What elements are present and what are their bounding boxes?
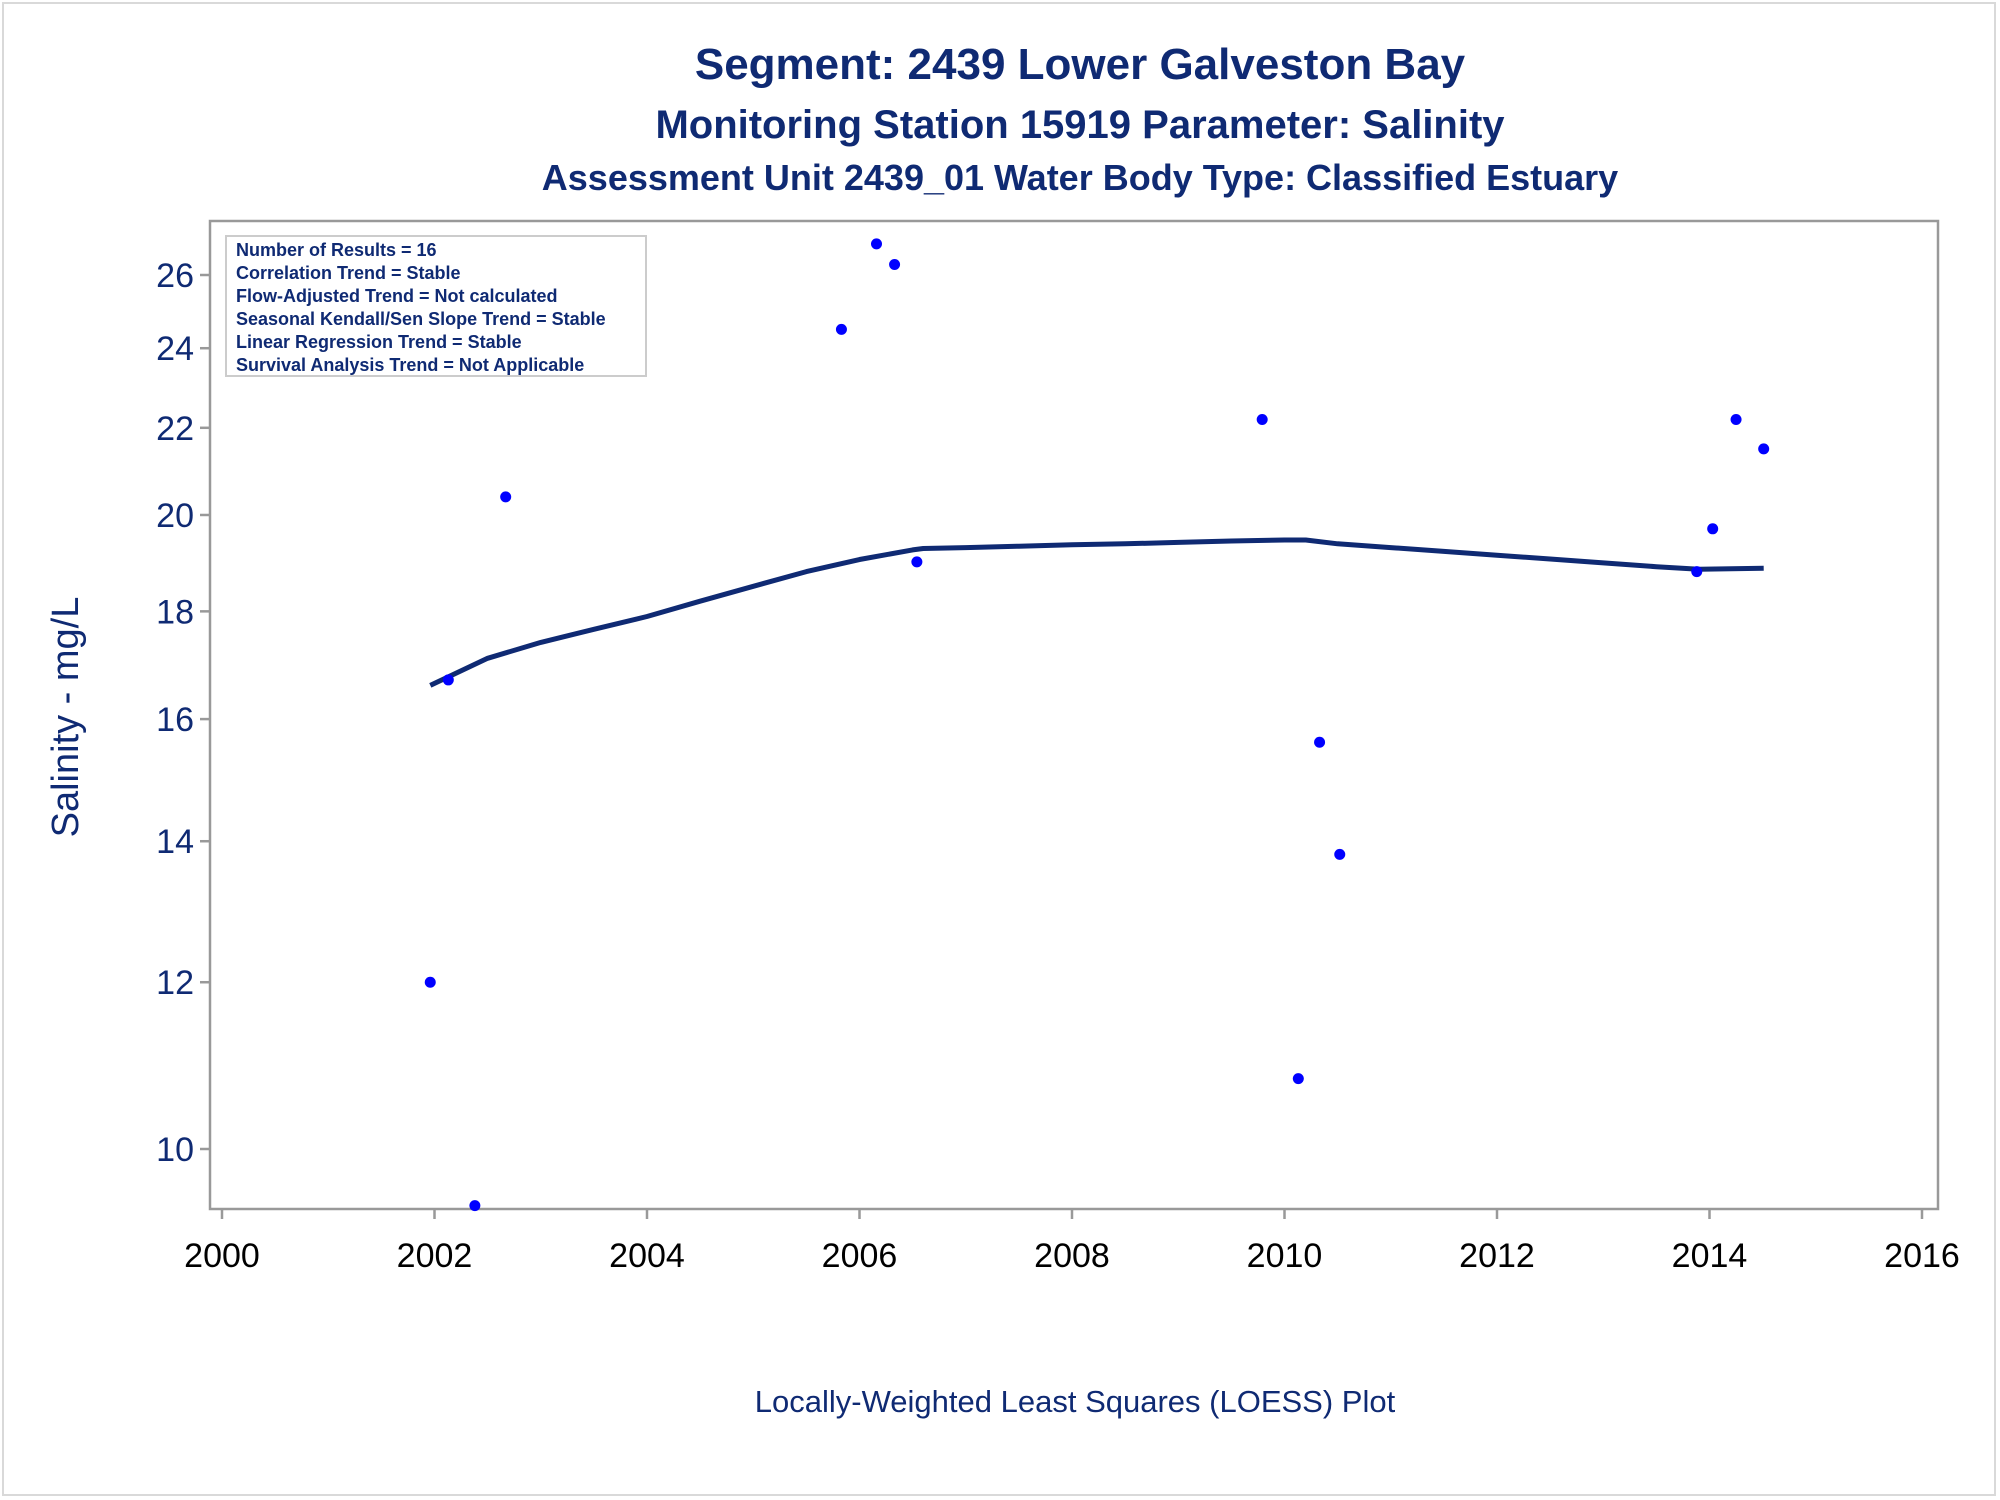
y-tick-label: 24 xyxy=(156,330,194,368)
data-point xyxy=(424,976,436,988)
plot-area-border xyxy=(208,219,1940,1211)
stats-line-correlation: Correlation Trend = Stable xyxy=(236,263,461,283)
x-tick-label: 2016 xyxy=(1884,1237,1960,1275)
y-tick-label: 22 xyxy=(156,410,194,448)
data-point xyxy=(835,323,847,335)
chart-subtitle: Monitoring Station 15919 Parameter: Sali… xyxy=(655,103,1505,147)
data-point xyxy=(442,674,454,686)
stats-line-seasonal-kendall: Seasonal Kendall/Sen Slope Trend = Stabl… xyxy=(236,309,606,329)
data-point xyxy=(1292,1073,1304,1085)
x-tick-label: 2002 xyxy=(397,1237,473,1275)
data-point xyxy=(1758,443,1770,455)
stats-line-results: Number of Results = 16 xyxy=(236,240,437,260)
stats-box: Number of Results = 16 Correlation Trend… xyxy=(225,235,647,377)
stats-box-border xyxy=(225,235,647,377)
y-tick-label: 20 xyxy=(156,497,194,535)
x-tick-label: 2004 xyxy=(609,1237,685,1275)
data-point xyxy=(1314,736,1326,748)
y-tick-label: 16 xyxy=(156,701,194,739)
stats-line-flow-adjusted: Flow-Adjusted Trend = Not calculated xyxy=(236,286,558,306)
x-tick-label: 2014 xyxy=(1672,1237,1748,1275)
data-point xyxy=(500,491,512,503)
data-point xyxy=(1256,414,1268,426)
x-tick-label: 2008 xyxy=(1034,1237,1110,1275)
stats-line-linear-regression: Linear Regression Trend = Stable xyxy=(236,332,522,352)
chart-footnote: Locally-Weighted Least Squares (LOESS) P… xyxy=(755,1384,1396,1419)
data-point xyxy=(871,238,882,250)
data-point xyxy=(1707,523,1719,535)
data-point xyxy=(1334,848,1346,860)
data-point xyxy=(889,259,901,271)
stats-line-survival: Survival Analysis Trend = Not Applicable xyxy=(236,355,584,375)
y-axis-label: Salinity - mg/L xyxy=(45,597,87,838)
y-tick-label: 14 xyxy=(156,823,194,861)
y-axis: 10 12 14 16 18 20 22 24 26 xyxy=(156,257,210,1169)
data-points xyxy=(424,238,1770,1212)
y-tick-label: 12 xyxy=(156,964,194,1002)
x-tick-label: 2000 xyxy=(184,1237,260,1275)
y-tick-label: 26 xyxy=(156,257,194,295)
data-point xyxy=(911,556,923,568)
y-tick-label: 18 xyxy=(156,593,194,631)
y-tick-label: 10 xyxy=(156,1131,194,1169)
x-tick-label: 2010 xyxy=(1247,1237,1323,1275)
chart-subtitle-2: Assessment Unit 2439_01 Water Body Type:… xyxy=(542,157,1618,198)
x-axis: 2000 2002 2004 2006 2008 2010 2012 2014 2016 xyxy=(184,1209,1960,1275)
data-point xyxy=(1691,566,1703,578)
data-point xyxy=(1730,414,1742,426)
x-tick-label: 2006 xyxy=(822,1237,898,1275)
loess-curve xyxy=(429,537,1764,688)
x-tick-label: 2012 xyxy=(1459,1237,1535,1275)
data-point xyxy=(469,1200,481,1212)
chart-title: Segment: 2439 Lower Galveston Bay xyxy=(695,40,1466,89)
